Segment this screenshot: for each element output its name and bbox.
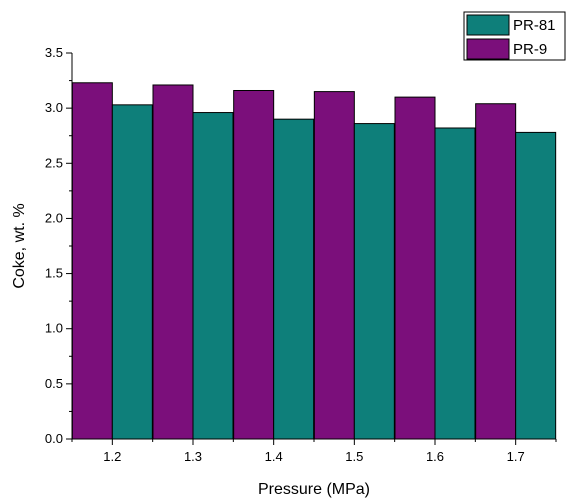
bar-pr-9-1_7 [475,103,517,440]
bar-pr-9-1_5 [313,91,355,440]
x-tick-label: 1.6 [426,449,444,464]
y-tick-label: 3.0 [45,100,63,115]
bar-pr-81-1_7 [515,131,557,440]
bars-group [71,82,557,440]
y-axis-title: Coke, wt. % [11,203,28,288]
y-ticks-group: 0.0 0.5 1.0 1.5 2.0 2.5 3.0 3.5 [45,45,72,446]
x-ticks-group: 1.2 1.3 1.4 1.5 1.6 1.7 [71,439,557,464]
legend-swatch-pr-81 [466,14,510,36]
bar-pr-81-1_2 [111,104,153,440]
bar-pr-81-1_6 [434,127,476,440]
x-tick-label: 1.7 [507,449,525,464]
y-tick-label: 3.5 [45,45,63,60]
y-tick-label: 0.0 [45,431,63,446]
bar-pr-9-1_2 [71,82,113,440]
legend: PR-81 PR-9 [463,11,566,61]
x-tick-label: 1.2 [103,449,121,464]
bar-pr-9-1_3 [152,84,194,440]
bar-pr-81-1_4 [273,118,315,440]
bar-pr-9-1_6 [394,96,436,440]
legend-swatch-pr-9 [466,38,510,60]
x-tick-label: 1.4 [265,449,283,464]
y-tick-label: 2.0 [45,210,63,225]
legend-label-pr-9: PR-9 [513,41,547,58]
x-axis-title: Pressure (MPa) [258,481,370,498]
y-tick-label: 2.5 [45,155,63,170]
x-tick-label: 1.5 [345,449,363,464]
bar-pr-81-1_5 [353,123,395,440]
y-tick-label: 0.5 [45,376,63,391]
y-tick-label: 1.5 [45,266,63,281]
bar-pr-9-1_4 [233,89,275,440]
bar-pr-81-1_3 [192,112,234,440]
y-tick-label: 1.0 [45,321,63,336]
x-tick-label: 1.3 [184,449,202,464]
legend-label-pr-81: PR-81 [513,17,556,34]
